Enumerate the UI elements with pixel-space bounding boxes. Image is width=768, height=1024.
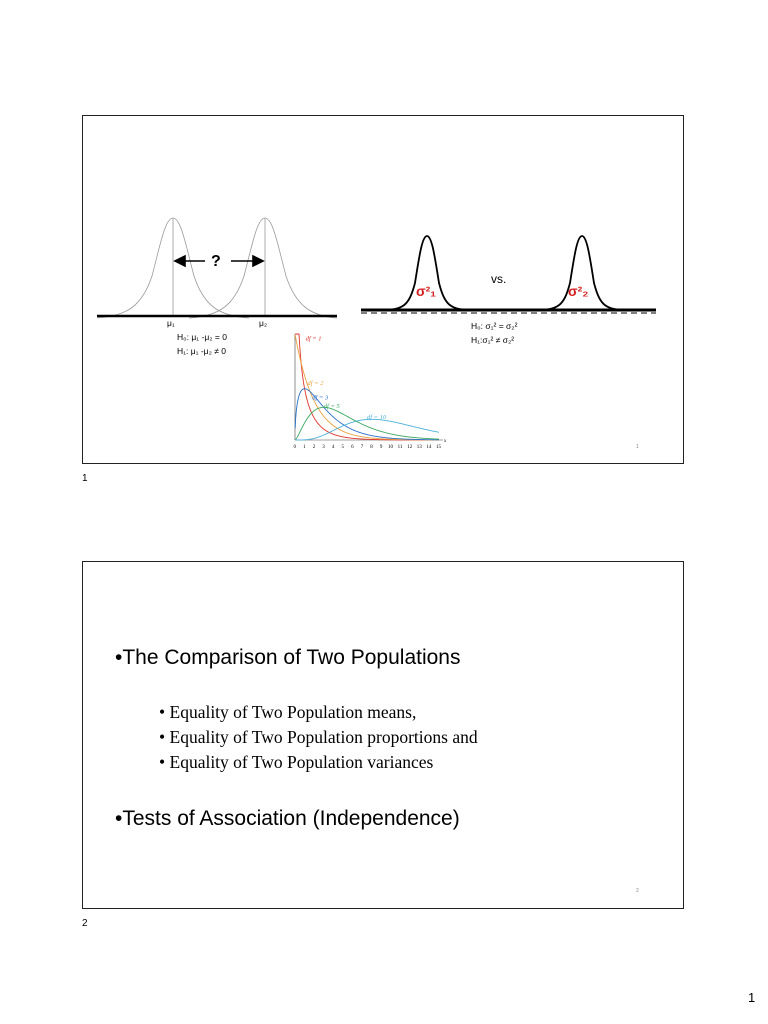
sigma2-label: σ²₂ xyxy=(568,283,589,299)
chi-tick-label: 9 xyxy=(380,445,383,450)
chi-tick-label: 2 xyxy=(313,445,316,450)
chi-df-label-10: df = 10 xyxy=(367,414,387,421)
chi-tick-label: 8 xyxy=(370,445,373,450)
chi-tick-label: 4 xyxy=(332,445,335,450)
slide-2-label: 2 xyxy=(82,918,88,929)
bullet-comparison: •The Comparison of Two Populations xyxy=(115,646,461,669)
mu1-label: μ₁ xyxy=(167,318,175,328)
sub-bullet-variances: • Equality of Two Population variances xyxy=(159,752,434,772)
question-mark: ? xyxy=(211,253,221,270)
chi-curve-df-5 xyxy=(294,406,440,441)
slide-2: •The Comparison of Two Populations • Equ… xyxy=(82,561,684,909)
curve-sigma2 xyxy=(535,235,629,311)
chi-df-label-3: df = 3 xyxy=(312,395,329,402)
chi-tick-label: 6 xyxy=(351,445,354,450)
chi-tick-label: 12 xyxy=(407,445,413,450)
chi-curve-df-10 xyxy=(295,418,440,441)
double-arrow xyxy=(173,254,265,268)
two-means-figure: ? xyxy=(97,217,337,319)
variances-figure xyxy=(361,235,656,314)
chi-curve-df-2 xyxy=(294,334,439,441)
sigma1-label: σ²₁ xyxy=(416,283,437,299)
means-h1: H₁: μ₁ -μ₂ ≠ 0 xyxy=(177,346,226,356)
sub-bullet-proportions: • Equality of Two Population proportions… xyxy=(159,727,478,747)
means-h0: H₀: μ₁ -μ₂ = 0 xyxy=(177,332,227,342)
page-number: 1 xyxy=(748,990,756,1005)
chi-tick-label: 1 xyxy=(303,445,306,450)
chi-curve-df-3 xyxy=(294,388,440,441)
chi-tick-label: 7 xyxy=(361,445,364,450)
variances-h1: H₁:σ₁² ≠ σ₂² xyxy=(471,335,515,345)
sub-bullet-means: • Equality of Two Population means, xyxy=(159,702,417,722)
chi-square-chart: df = 1df = 2df = 3df = 5df = 100 1 2 3 4 5 6 7 8… xyxy=(294,333,447,450)
mu2-label: μ₂ xyxy=(259,318,268,328)
chi-tick-label: 0 xyxy=(294,445,297,450)
chi-df-label-2: df = 2 xyxy=(308,380,325,387)
chi-axis-variable: x xyxy=(443,439,447,444)
slide-1: ? μ₁ μ₂ H₀: μ₁ -μ₂ = 0 H₁: μ₁ -μ₂ ≠ 0 σ²… xyxy=(82,115,684,464)
bullet-association: •Tests of Association (Independence) xyxy=(115,807,460,830)
curve-sigma1 xyxy=(380,235,474,311)
slide-corner-number: 2 xyxy=(636,888,639,894)
chi-tick-label: 3 xyxy=(322,445,325,450)
vs-label: vs. xyxy=(491,272,507,286)
chi-tick-label: 11 xyxy=(398,445,403,450)
slide-1-label: 1 xyxy=(82,473,88,484)
chi-tick-label: 15 xyxy=(436,445,442,450)
slide-corner-number: 1 xyxy=(636,444,639,450)
chi-df-label-5: df = 5 xyxy=(324,403,341,410)
chi-tick-label: 5 xyxy=(342,445,345,450)
chi-tick-label: 13 xyxy=(417,445,423,450)
chi-df-label-1: df = 1 xyxy=(306,335,322,342)
chi-curve-df-1 xyxy=(295,333,439,441)
chi-tick-label: 10 xyxy=(388,445,394,450)
chi-tick-label: 14 xyxy=(426,445,432,450)
variances-h0: H₀: σ₁² = σ₂² xyxy=(471,321,518,331)
